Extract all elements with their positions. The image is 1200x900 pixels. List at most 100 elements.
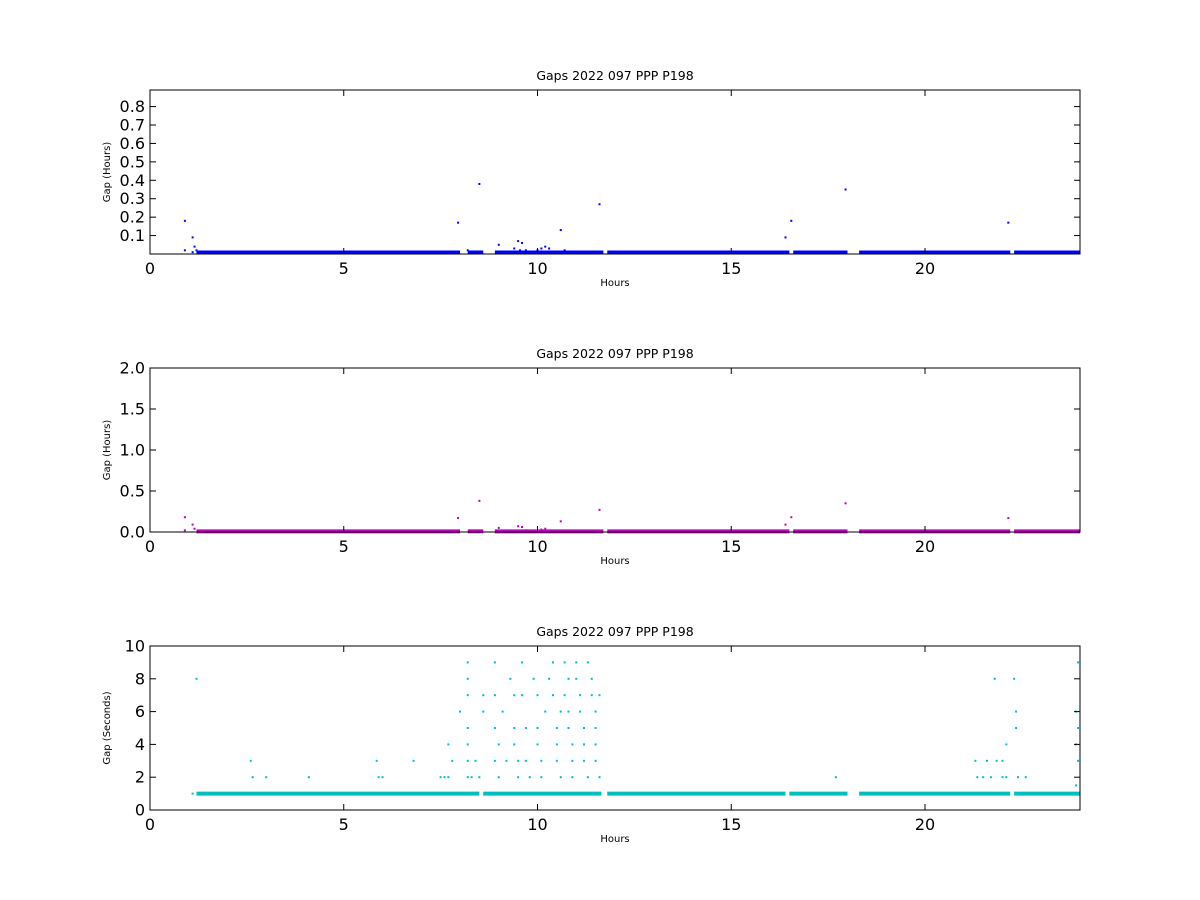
- y-tick-label: 2.0: [120, 359, 145, 378]
- data-point: [521, 661, 523, 664]
- data-point: [559, 229, 562, 232]
- x-tick-label: 0: [145, 259, 155, 278]
- data-point: [478, 182, 481, 185]
- x-tick-label: 5: [339, 537, 349, 556]
- data-point: [195, 249, 198, 252]
- data-point: [579, 694, 582, 697]
- data-point: [1001, 776, 1004, 779]
- data-point: [536, 743, 539, 746]
- chart-panel-2: Gaps 2022 097 PPP P198 Hours Gap (Hours) 0 5…: [102, 346, 1081, 567]
- data-point: [548, 677, 551, 680]
- data-point: [439, 776, 442, 779]
- y-tick-label: 10: [125, 637, 145, 656]
- data-point: [571, 759, 574, 762]
- data-point: [249, 759, 252, 762]
- data-point: [563, 661, 566, 664]
- chart-panel-3: Gaps 2022 097 PPP P198 Hours Gap (Seconds)…: [102, 624, 1081, 845]
- data-point: [567, 727, 570, 729]
- y-axis-label: Gap (Hours): [102, 142, 113, 203]
- data-point: [524, 759, 527, 762]
- data-point: [524, 249, 527, 252]
- data-point: [555, 743, 558, 746]
- data-point: [555, 759, 558, 762]
- data-point: [478, 499, 481, 502]
- data-point: [579, 710, 582, 713]
- data-point: [381, 776, 384, 779]
- data-point: [1077, 727, 1080, 729]
- data-point: [1024, 776, 1027, 779]
- data-point: [501, 710, 504, 713]
- data-point: [497, 526, 500, 529]
- data-point: [528, 776, 531, 779]
- data-point: [575, 661, 578, 664]
- y-tick-label: 0.3: [120, 189, 145, 208]
- data-point: [183, 516, 186, 519]
- x-tick-label: 15: [721, 815, 741, 834]
- data-point: [466, 743, 469, 746]
- data-point: [532, 677, 535, 680]
- data-point: [513, 743, 516, 746]
- y-tick-label: 0.0: [120, 523, 145, 542]
- x-axis-label: Hours: [600, 556, 629, 567]
- data-point: [466, 694, 469, 697]
- data-point: [583, 759, 585, 762]
- chart-title: Gaps 2022 097 PPP P198: [536, 624, 693, 639]
- y-tick-label: 0.7: [120, 116, 145, 135]
- data-point: [524, 529, 527, 532]
- data-point: [466, 661, 469, 664]
- y-tick-label: 0.2: [120, 208, 145, 227]
- data-point: [517, 776, 520, 779]
- data-point: [563, 249, 566, 252]
- data-point: [1077, 661, 1080, 664]
- data-point: [844, 188, 847, 191]
- x-tick-label: 0: [145, 815, 155, 834]
- data-point: [586, 776, 589, 779]
- data-point: [586, 661, 589, 664]
- x-tick-label: 10: [527, 537, 547, 556]
- data-point: [517, 240, 520, 243]
- data-point: [567, 677, 570, 680]
- data-point: [590, 694, 593, 697]
- x-tick-label: 10: [527, 259, 547, 278]
- data-point: [466, 727, 469, 729]
- data-point: [193, 527, 196, 530]
- x-axis-label: Hours: [600, 278, 629, 289]
- y-tick-label: 0.4: [120, 171, 145, 190]
- data-point: [497, 243, 500, 246]
- data-point: [536, 694, 539, 697]
- y-tick-label: 8: [135, 669, 145, 688]
- data-point: [784, 236, 787, 239]
- data-point: [575, 677, 578, 680]
- data-point: [594, 759, 597, 762]
- data-point: [521, 694, 523, 697]
- data-point: [598, 203, 601, 206]
- x-tick-label: 15: [721, 259, 741, 278]
- data-point: [478, 776, 481, 779]
- chart-title: Gaps 2022 097 PPP P198: [536, 346, 693, 361]
- y-tick-label: 6: [135, 702, 145, 721]
- data-point: [548, 247, 551, 250]
- data-point: [540, 776, 543, 779]
- data-point: [1001, 759, 1004, 762]
- data-point: [552, 694, 554, 697]
- data-point: [594, 743, 597, 746]
- data-point: [513, 727, 516, 729]
- x-tick-label: 5: [339, 815, 349, 834]
- data-point: [544, 710, 547, 713]
- data-point: [559, 776, 562, 779]
- data-point: [834, 776, 837, 779]
- data-point: [1015, 710, 1018, 713]
- data-point: [521, 526, 523, 529]
- data-point: [563, 694, 566, 697]
- x-tick-label: 5: [339, 259, 349, 278]
- data-point: [517, 759, 520, 762]
- data-point: [183, 529, 186, 532]
- data-point: [571, 743, 574, 746]
- data-point: [982, 776, 985, 779]
- data-point: [544, 245, 547, 248]
- data-point: [1007, 221, 1010, 224]
- data-point: [412, 759, 415, 762]
- y-axis-label: Gap (Hours): [102, 420, 113, 481]
- x-tick-label: 20: [915, 815, 935, 834]
- data-point: [482, 710, 485, 713]
